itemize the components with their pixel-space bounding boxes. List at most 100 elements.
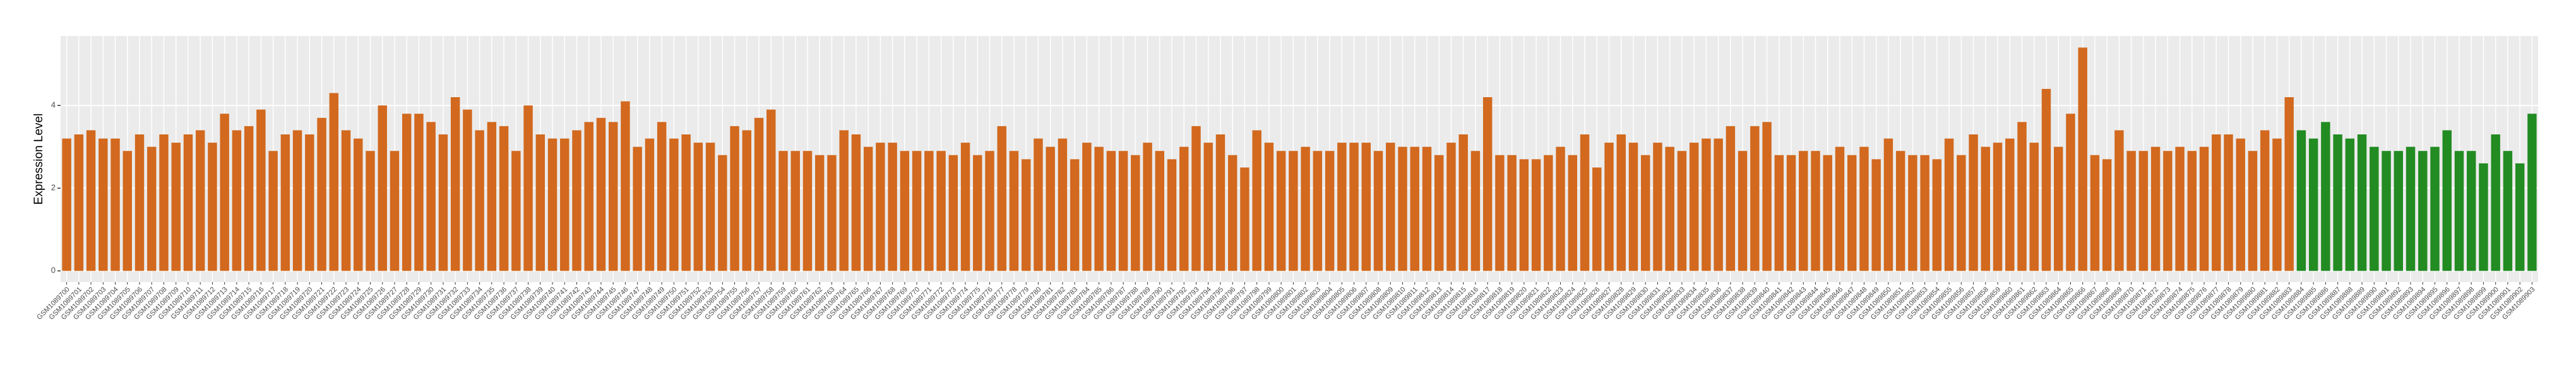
bar [802,151,813,271]
bar [2515,163,2525,271]
bar [147,146,157,271]
bar [402,114,412,271]
y-tick-label: 4 [51,100,56,110]
y-axis-title: Expression Level [32,114,45,205]
bar [1507,155,1517,271]
bar [1835,146,1845,271]
bar [851,134,861,271]
bar [560,138,569,271]
bar [1276,151,1286,271]
bar [535,134,546,271]
bar [1301,146,1310,271]
bar [814,155,825,271]
bar [1482,97,1493,271]
bar [232,130,242,271]
bar [645,138,655,271]
bar [863,146,873,271]
bar [2308,138,2318,271]
bar [62,138,71,271]
bar [973,155,982,271]
bar [2126,151,2136,271]
bar [1823,155,1832,271]
bar [1519,159,1529,271]
bar [1811,151,1820,271]
bar [754,117,764,271]
bar [1191,126,1201,271]
bar [1750,126,1760,271]
bar [900,151,910,271]
bar [2442,130,2452,271]
bar [1957,155,1966,271]
bar [669,138,679,271]
bar [2406,146,2416,271]
bar [790,151,800,271]
bar [948,155,958,271]
bar [936,151,946,271]
bar [547,138,558,271]
bar [596,117,606,271]
bar [366,151,375,271]
bar [2284,97,2294,271]
bar [1932,159,1942,271]
bar [2041,88,2051,271]
bar [1859,146,1869,271]
bar [1847,155,1857,271]
bar [1981,146,1991,271]
bar [2382,151,2391,271]
bar [1179,146,1189,271]
bar [317,117,326,271]
bar [1240,167,1249,271]
bar [1871,159,1881,271]
bar [2479,163,2488,271]
bar [1640,155,1650,271]
bar [487,122,497,271]
bar [2260,130,2270,271]
bar [2078,47,2087,271]
bar [2454,151,2464,271]
bar [2248,151,2258,271]
bar [1908,155,1917,271]
bar [1616,134,1626,271]
bar [2272,138,2282,271]
bar [1628,143,1638,271]
bar [730,126,739,271]
bar [1495,155,1505,271]
bar [1458,134,1468,271]
bar [912,151,922,271]
bar [1714,138,1723,271]
bar [1021,159,1031,271]
bar [1920,155,1929,271]
bar [1653,143,1662,271]
bar [341,130,351,271]
bar [1361,143,1371,271]
bar [572,130,581,271]
bar [1106,151,1116,271]
bar [1883,138,1893,271]
bar [2491,134,2500,271]
bar [1665,146,1674,271]
bar [1993,143,2003,271]
bar [2418,151,2428,271]
bar [1470,151,1481,271]
bar [1118,151,1128,271]
bar [1944,138,1954,271]
bar [1774,155,1784,271]
bar [1592,167,1602,271]
bar [1046,146,1055,271]
bar [1215,134,1225,271]
bar [2430,146,2440,271]
bar [268,151,278,271]
bar [244,126,254,271]
bar [122,151,133,271]
bar [1143,143,1152,271]
bar [1227,155,1237,271]
bar [1702,138,1711,271]
bar [159,134,169,271]
bar [2005,138,2015,271]
bar [110,138,120,271]
bar [839,130,849,271]
bar [1969,134,1978,271]
bar [2102,159,2112,271]
bar [985,151,994,271]
